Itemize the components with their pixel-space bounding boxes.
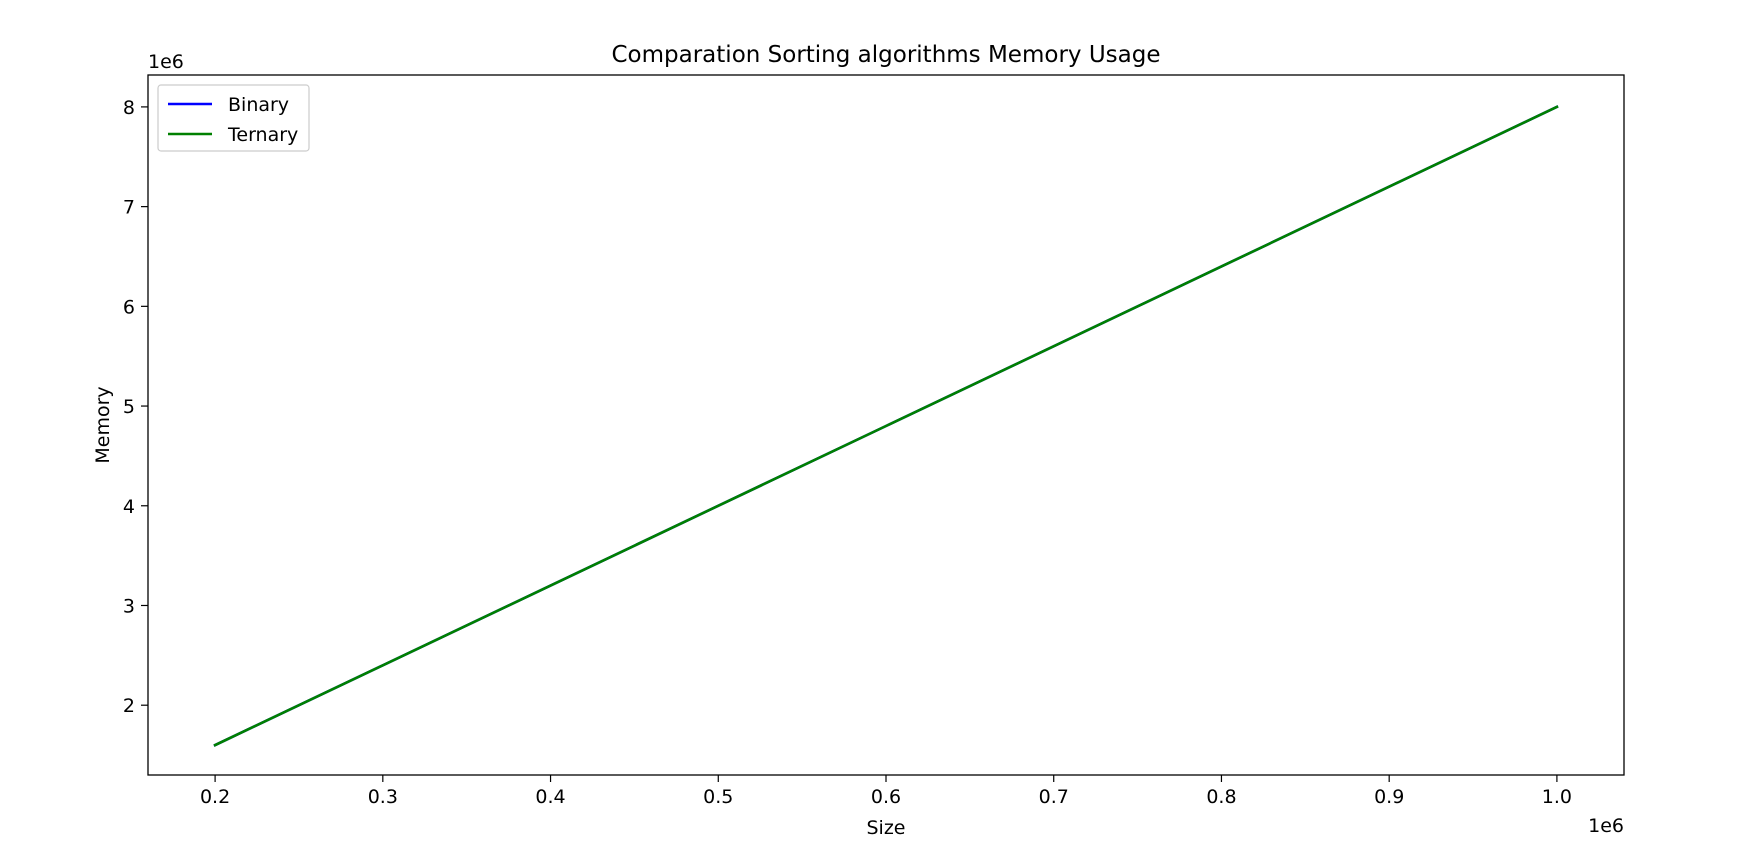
x-axis-ticks: 0.2 0.3 0.4 0.5 0.6 0.7 0.8 0.9 1.0: [200, 775, 1572, 808]
y-offset-label: 1e6: [148, 51, 184, 73]
x-offset-label: 1e6: [1588, 815, 1624, 837]
x-axis-label: Size: [866, 817, 905, 839]
x-tick-label: 0.2: [200, 786, 230, 808]
x-tick-label: 0.4: [535, 786, 565, 808]
x-tick-label: 0.9: [1374, 786, 1404, 808]
x-tick-label: 0.6: [871, 786, 901, 808]
legend-label-binary: Binary: [228, 94, 289, 116]
legend: Binary Ternary: [157, 84, 310, 152]
x-tick-label: 0.8: [1206, 786, 1236, 808]
y-tick-label: 6: [123, 296, 135, 318]
series-line-ternary: [213, 105, 1559, 747]
x-tick-label: 1.0: [1542, 786, 1572, 808]
y-tick-label: 7: [123, 197, 135, 219]
y-tick-label: 3: [123, 595, 135, 617]
y-axis-ticks: 2 3 4 5 6 7 8: [123, 97, 148, 717]
y-tick-label: 8: [123, 97, 135, 119]
plot-frame: [147, 74, 1625, 776]
chart-title: Comparation Sorting algorithms Memory Us…: [612, 42, 1161, 68]
x-tick-label: 0.5: [703, 786, 733, 808]
x-tick-label: 0.3: [368, 786, 398, 808]
legend-label-ternary: Ternary: [227, 124, 298, 146]
y-tick-label: 5: [123, 396, 135, 418]
y-tick-label: 2: [123, 695, 135, 717]
y-axis-label: Memory: [92, 386, 114, 463]
series-lines: [213, 105, 1559, 747]
x-tick-label: 0.7: [1039, 786, 1069, 808]
y-tick-label: 4: [123, 496, 135, 518]
